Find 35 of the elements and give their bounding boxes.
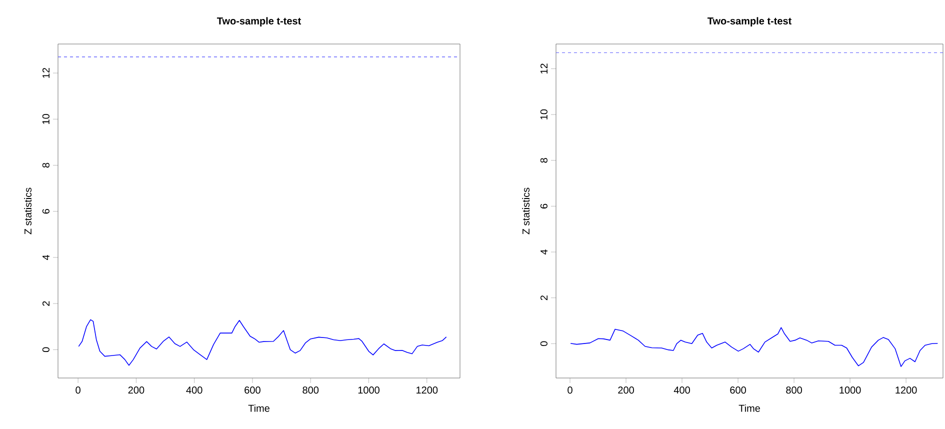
y-tick-label: 2 [540,296,548,300]
y-tick-label: 10 [42,114,50,124]
y-tick-label: 8 [42,162,50,168]
y-tick-label: 0 [540,341,548,346]
line-series [570,327,938,367]
y-tick-label: 10 [540,109,548,120]
x-tick-label: 600 [244,386,260,394]
x-tick-label: 0 [76,386,80,394]
y-tick-label: 12 [540,64,548,74]
x-tick-label: 1200 [416,386,438,394]
x-tick-label: 200 [618,386,634,394]
x-tick-label: 800 [302,386,319,394]
x-tick-label: 1000 [840,386,861,394]
x-tick-label: 400 [674,386,690,394]
chart-title: Two-sample t-test [707,17,792,26]
x-tick-label: 1200 [896,386,917,394]
y-tick-label: 6 [42,209,50,214]
chart-title: Two-sample t-test [216,17,302,26]
y-tick-label: 2 [42,301,50,306]
y-tick-label: 4 [42,254,50,260]
x-tick-label: 800 [786,386,802,394]
y-tick-label: 6 [540,204,548,208]
y-tick-label: 8 [540,158,548,163]
x-tick-label: 400 [186,386,202,394]
y-axis-title: Z statistics [522,188,530,234]
x-tick-label: 1000 [358,386,380,394]
y-tick-label: 0 [42,347,50,352]
x-axis-title: Time [738,404,760,412]
x-tick-label: 600 [730,386,746,394]
x-tick-label: 200 [128,386,144,394]
y-tick-label: 4 [540,250,548,255]
y-tick-label: 12 [42,68,50,78]
x-tick-label: 0 [568,386,572,394]
x-axis-title: Time [248,404,270,412]
y-axis-title: Z statistics [24,188,32,234]
